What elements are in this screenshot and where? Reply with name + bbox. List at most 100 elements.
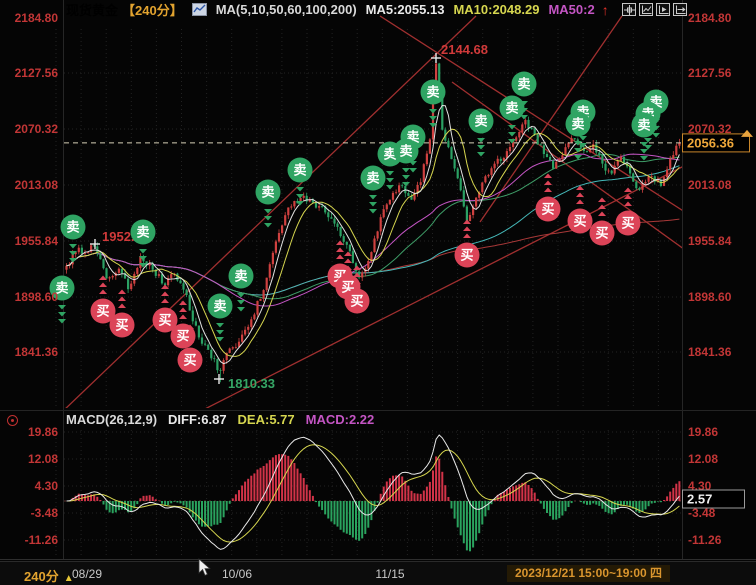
svg-text:卖: 卖	[571, 117, 584, 132]
macd-dea-value: DEA:5.77	[237, 412, 295, 427]
indicator-settings-icon[interactable]	[7, 415, 18, 426]
svg-text:买: 买	[183, 353, 196, 368]
macd-diff-value: DIFF:6.87	[168, 412, 227, 427]
macd-axis-label: 19.86	[28, 425, 58, 439]
macd-pane	[64, 434, 682, 552]
ma5-value: MA5:2055.13	[365, 2, 445, 17]
timeframe-selector[interactable]: 240分 ▲	[24, 566, 74, 585]
macd-axis-label: 4.30	[35, 479, 59, 493]
ma10-value: MA10:2048.29	[453, 2, 540, 17]
svg-text:卖: 卖	[474, 114, 487, 129]
svg-text:买: 买	[621, 216, 634, 231]
price-annotation: 1810.33	[214, 374, 275, 391]
sell-signal-marker: 卖	[393, 138, 419, 187]
date-axis-label: 10/06	[221, 567, 253, 581]
macd-axis-label: 12.08	[688, 452, 718, 466]
sell-signal-marker: 卖	[60, 214, 86, 263]
price-axis-label: 2127.56	[15, 66, 59, 80]
svg-text:买: 买	[573, 214, 586, 229]
chart-header: 现货黄金 【240分】 MA(5,10,50,60,100,200) MA5:2…	[66, 1, 609, 19]
price-axis-label: 2070.32	[688, 122, 732, 136]
svg-text:买: 买	[541, 202, 554, 217]
macd-title: MACD(26,12,9)	[66, 412, 158, 427]
macd-macd-value: MACD:2.22	[305, 412, 375, 427]
indicator-chart-icon[interactable]	[191, 3, 207, 16]
trend-arrow-icon: ↑	[601, 1, 609, 18]
svg-text:买: 买	[96, 304, 109, 319]
svg-text:卖: 卖	[213, 299, 226, 314]
price-axis-label: 1841.36	[15, 345, 59, 359]
buy-signal-marker: 买	[109, 289, 135, 338]
svg-text:卖: 卖	[426, 85, 439, 100]
svg-text:2.57: 2.57	[687, 492, 712, 507]
price-axis-label: 2184.80	[15, 11, 59, 25]
mouse-cursor	[198, 558, 212, 583]
buy-signal-marker: 买	[344, 265, 370, 314]
sell-signal-marker: 卖	[360, 165, 386, 214]
svg-text:卖: 卖	[399, 144, 412, 159]
sell-signal-marker: 卖	[49, 275, 75, 324]
bottom-bar: 240分 ▲ 2023/12/21 15:00~19:00 四 08/29 10/0…	[0, 561, 756, 585]
sell-signal-marker: 卖	[499, 95, 525, 144]
current-bar-time: 2023/12/21 15:00~19:00 四	[507, 565, 670, 582]
timeframe-selector-label: 240分	[24, 569, 59, 584]
svg-text:卖: 卖	[234, 269, 247, 284]
svg-text:卖: 卖	[261, 185, 274, 200]
macd-axis-label: -11.26	[25, 533, 59, 547]
trendlines	[65, 15, 682, 408]
svg-text:卖: 卖	[505, 101, 518, 116]
svg-text:卖: 卖	[293, 163, 306, 178]
crosshair-icon[interactable]	[622, 3, 636, 16]
svg-text:卖: 卖	[55, 281, 68, 296]
scale-axis-icon[interactable]	[639, 3, 653, 16]
ma-legend: MA(5,10,50,60,100,200)	[215, 2, 357, 17]
svg-text:1810.33: 1810.33	[228, 376, 275, 391]
macd-axis-label: 12.08	[28, 452, 58, 466]
svg-text:买: 买	[350, 294, 363, 309]
svg-text:买: 买	[158, 313, 171, 328]
price-axis-label: 2013.08	[688, 178, 732, 192]
symbol-title: 现货黄金	[66, 3, 119, 18]
macd-axis-label: 19.86	[688, 425, 718, 439]
macd-axis-label: -3.48	[688, 506, 716, 520]
current-price-box: 2056.36	[682, 129, 753, 153]
price-axis-label: 2127.56	[688, 66, 732, 80]
buy-signal-marker: 买	[152, 284, 178, 333]
svg-text:卖: 卖	[366, 171, 379, 186]
sell-signal-marker: 卖	[631, 112, 657, 161]
price-axis-label: 2184.80	[688, 11, 732, 25]
sell-signal-marker: 卖	[130, 219, 156, 268]
svg-text:买: 买	[115, 318, 128, 333]
svg-text:卖: 卖	[66, 220, 79, 235]
up-triangle-icon: ▲	[63, 573, 74, 584]
sell-signal-marker: 卖	[255, 179, 281, 228]
svg-text:2056.36: 2056.36	[687, 135, 734, 150]
svg-text:卖: 卖	[637, 118, 650, 133]
price-axis-label: 1955.84	[15, 234, 59, 248]
price-axis-label: 1898.60	[688, 290, 732, 304]
buy-signal-marker: 买	[615, 187, 641, 236]
sell-signal-marker: 卖	[468, 108, 494, 157]
date-axis-label: 08/29	[71, 567, 103, 581]
svg-text:2144.68: 2144.68	[441, 42, 488, 57]
play-axis-icon[interactable]	[656, 3, 670, 16]
sell-signal-marker: 卖	[287, 157, 313, 206]
sell-signal-marker: 卖	[228, 263, 254, 312]
buy-signal-marker: 买	[589, 197, 615, 246]
svg-text:卖: 卖	[517, 77, 530, 92]
shift-axis-icon[interactable]	[673, 3, 687, 16]
price-axis-label: 1955.84	[688, 234, 732, 248]
macd-axis-label: -11.26	[688, 533, 722, 547]
price-annotation: 2144.68	[431, 42, 488, 63]
sell-signal-marker: 卖	[420, 79, 446, 128]
price-axis-label: 2070.32	[15, 122, 59, 136]
timeframe-label: 【240分】	[122, 3, 183, 18]
svg-text:卖: 卖	[383, 147, 396, 162]
ma50-value: MA50:2	[548, 2, 595, 17]
price-axis-label: 1898.60	[15, 290, 59, 304]
price-axis-label: 1841.36	[688, 345, 732, 359]
svg-text:卖: 卖	[136, 225, 149, 240]
svg-text:买: 买	[176, 329, 189, 344]
